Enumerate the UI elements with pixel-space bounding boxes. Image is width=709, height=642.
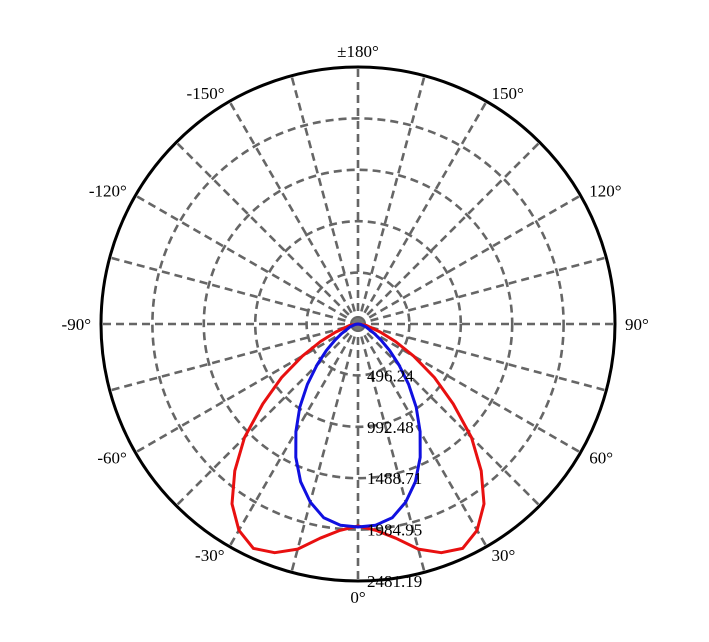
angle-label: -90°: [62, 315, 91, 334]
angular-grid-spoke: [109, 322, 359, 392]
angle-label: 90°: [625, 315, 649, 334]
angular-grid-spoke: [357, 323, 541, 507]
angular-grid-spoke: [109, 256, 359, 326]
angular-grid-spoke: [357, 141, 541, 325]
angular-grid-spoke: [356, 75, 426, 325]
radial-tick-label: 1984.95: [367, 521, 422, 540]
angular-grid-spoke: [175, 141, 359, 325]
angle-label: 30°: [492, 546, 516, 565]
radial-tick-label: 992.48: [367, 418, 414, 437]
radial-tick-label: 2481.19: [367, 572, 422, 591]
angle-label: -30°: [195, 546, 224, 565]
series-layer: [230, 322, 486, 555]
angle-label: 120°: [589, 182, 621, 201]
angular-grid-spoke: [134, 322, 359, 454]
polar-grid: [99, 65, 617, 583]
angle-label: ±180°: [337, 42, 379, 61]
angular-grid-spoke: [175, 323, 359, 507]
angular-grid-spoke: [357, 194, 582, 326]
angular-grid-spoke: [356, 323, 488, 548]
outer-ring: [99, 65, 617, 583]
radial-grid-ring: [305, 271, 411, 377]
angular-grid-spoke: [357, 322, 582, 454]
angular-grid-spoke: [290, 323, 360, 573]
radial-tick-label: 496.24: [367, 366, 414, 385]
series-1-curve: [294, 322, 422, 529]
angular-grid-spoke: [357, 256, 607, 326]
angle-label: -150°: [187, 84, 225, 103]
label-layer: 496.24 992.48 1488.71 1984.95 2481.190° 30° 60…: [62, 42, 649, 607]
angle-label: 0°: [350, 588, 365, 607]
angular-grid-spoke: [290, 75, 360, 325]
radial-grid-ring: [202, 168, 514, 480]
radial-grid-ring: [151, 117, 565, 531]
angular-grid-spoke: [228, 323, 360, 548]
angle-label: -120°: [89, 182, 127, 201]
angle-label: 150°: [492, 84, 524, 103]
series-0-curve: [230, 322, 486, 555]
angle-label: -60°: [97, 449, 126, 468]
angular-grid-spoke: [228, 100, 360, 325]
angular-grid-spoke: [356, 323, 426, 573]
angular-grid-spoke: [134, 194, 359, 326]
radial-tick-label: 1488.71: [367, 469, 422, 488]
angular-grid-spoke: [357, 322, 607, 392]
angle-label: 60°: [589, 449, 613, 468]
angular-grid-spoke: [356, 100, 488, 325]
radial-grid-ring: [253, 219, 463, 429]
